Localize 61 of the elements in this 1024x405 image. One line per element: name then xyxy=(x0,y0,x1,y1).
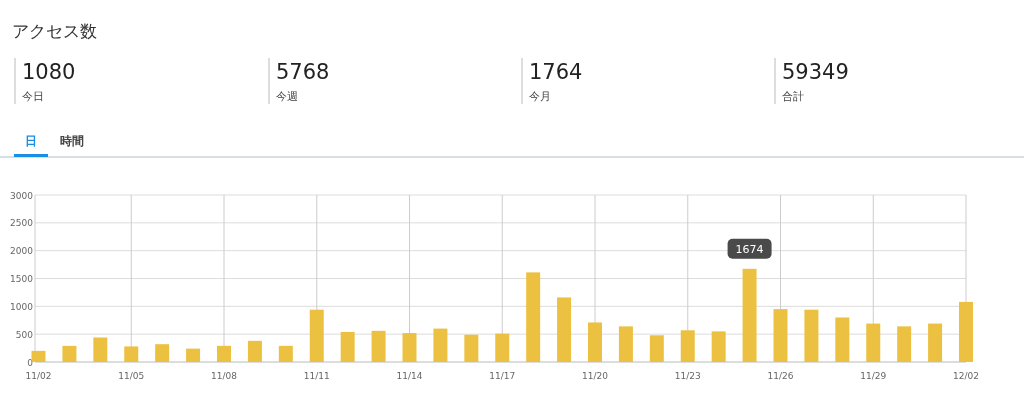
x-tick-label: 11/14 xyxy=(396,371,423,381)
y-tick-label: 1500 xyxy=(10,274,34,284)
text: 今月 xyxy=(529,89,551,104)
x-tick-label: 12/02 xyxy=(953,371,979,381)
x-tick-label: 11/11 xyxy=(303,371,330,381)
bar xyxy=(526,272,541,362)
y-tick-label: 2000 xyxy=(10,246,34,257)
bar xyxy=(62,345,77,362)
text: アクセス数 xyxy=(12,20,97,43)
y-tick-label: 500 xyxy=(15,329,34,340)
bar xyxy=(93,337,108,362)
y-tick-label: 0 xyxy=(27,357,34,368)
text: 59349 xyxy=(782,60,849,84)
bar xyxy=(711,331,726,362)
x-tick-label: 11/23 xyxy=(674,371,701,381)
bar xyxy=(155,344,170,362)
bar xyxy=(124,346,139,362)
y-tick-label: 1000 xyxy=(10,301,34,312)
bar xyxy=(217,345,231,362)
x-tick-label: 11/29 xyxy=(860,371,887,381)
text: 1080 xyxy=(22,60,76,84)
bar xyxy=(804,309,819,362)
y-tick-label: 2500 xyxy=(10,218,34,229)
bar xyxy=(402,333,417,362)
x-tick-label: 11/05 xyxy=(118,371,145,381)
text: 時間 xyxy=(60,133,84,150)
bar xyxy=(866,323,881,362)
bar xyxy=(247,340,262,362)
bar xyxy=(959,301,973,362)
bar xyxy=(495,333,510,362)
bar xyxy=(31,350,46,362)
bar xyxy=(186,348,201,362)
bar xyxy=(773,309,788,362)
x-tick-label: 11/17 xyxy=(489,371,516,381)
bar xyxy=(680,330,695,362)
bar xyxy=(742,268,757,362)
bar xyxy=(618,326,633,362)
bar xyxy=(835,317,850,362)
bar xyxy=(340,331,355,362)
bar xyxy=(433,328,448,362)
bar xyxy=(371,330,386,362)
text: 今日 xyxy=(22,89,44,104)
bar xyxy=(588,322,602,362)
x-tick-label: 11/02 xyxy=(25,371,52,381)
bar xyxy=(278,345,293,362)
data-label: 1674 xyxy=(735,242,764,256)
bar xyxy=(649,335,664,362)
bar xyxy=(309,309,324,362)
bar xyxy=(928,323,943,362)
text: 5768 xyxy=(276,60,330,84)
y-tick-label: 3000 xyxy=(10,190,34,201)
x-tick-label: 11/08 xyxy=(211,371,238,381)
x-tick-label: 11/26 xyxy=(767,371,794,381)
text: 1764 xyxy=(529,60,583,84)
bar xyxy=(557,297,572,362)
x-tick-label: 11/20 xyxy=(582,371,609,381)
text: 合計 xyxy=(782,89,804,104)
text: 日 xyxy=(24,133,38,150)
bar xyxy=(464,334,479,362)
text: 今週 xyxy=(276,89,298,104)
bar xyxy=(897,326,912,362)
